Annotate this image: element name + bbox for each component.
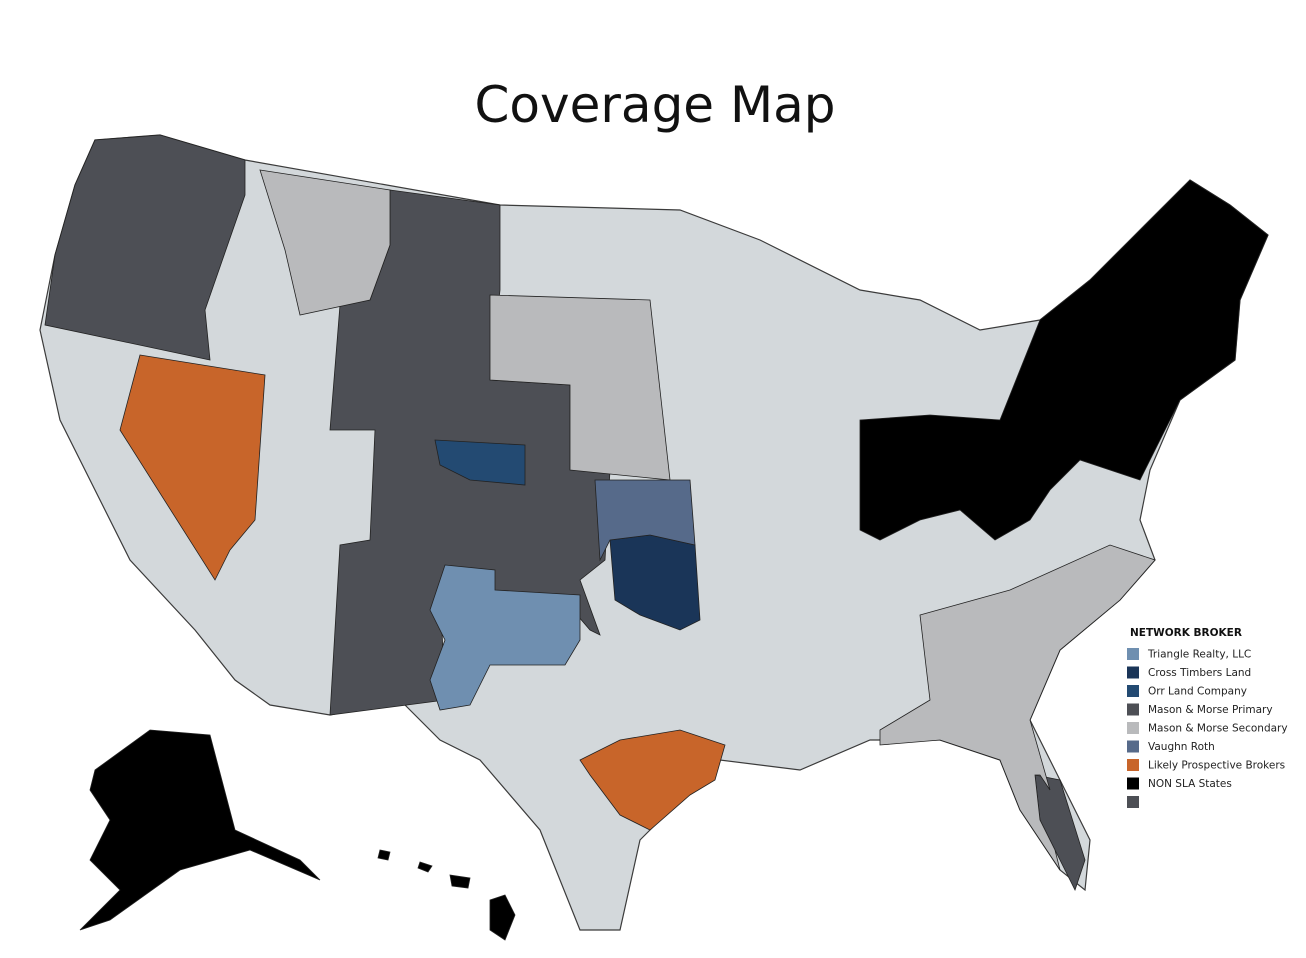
legend-swatch bbox=[1127, 777, 1139, 790]
alaska bbox=[79, 729, 321, 931]
legend-label: Cross Timbers Land bbox=[1148, 667, 1251, 679]
region-wa-or bbox=[44, 134, 246, 361]
regions bbox=[44, 134, 1269, 941]
hawaii-small bbox=[449, 874, 471, 889]
legend-label: Vaughn Roth bbox=[1148, 741, 1215, 753]
legend-label: Triangle Realty, LLC bbox=[1147, 649, 1251, 661]
legend-swatch bbox=[1127, 666, 1139, 679]
region-southeast bbox=[879, 544, 1156, 871]
region-northeast bbox=[859, 179, 1269, 541]
legend-swatch bbox=[1127, 648, 1139, 660]
legend-label: NON SLA States bbox=[1148, 778, 1232, 790]
legend-label: Likely Prospective Brokers bbox=[1148, 760, 1285, 772]
legend-swatch bbox=[1127, 722, 1139, 734]
legend-label: Orr Land Company bbox=[1148, 686, 1247, 698]
region-vaughn-roth bbox=[594, 479, 696, 562]
region-orr bbox=[434, 439, 526, 486]
legend-swatch bbox=[1127, 740, 1139, 753]
legend-label: Mason & Morse Primary bbox=[1148, 704, 1273, 716]
region-triangle bbox=[429, 564, 581, 711]
legend-swatch bbox=[1127, 703, 1139, 716]
region-central-texas bbox=[579, 729, 726, 831]
region-montana-west bbox=[259, 169, 391, 316]
legend-label: Mason & Morse Secondary bbox=[1148, 723, 1288, 735]
legend-swatch bbox=[1127, 796, 1139, 808]
legend-title: NETWORK BROKER bbox=[1130, 627, 1242, 639]
legend: NETWORK BROKER Triangle Realty, LLC Cross… bbox=[1127, 627, 1288, 808]
hawaii-big bbox=[489, 894, 516, 941]
region-nevada bbox=[119, 354, 266, 581]
hawaii-islet bbox=[417, 861, 433, 873]
region-dakotas bbox=[489, 294, 671, 481]
legend-swatch bbox=[1127, 685, 1139, 697]
map-title: Coverage Map bbox=[475, 76, 836, 134]
hawaii-islet bbox=[377, 849, 391, 861]
legend-swatch bbox=[1127, 759, 1139, 771]
